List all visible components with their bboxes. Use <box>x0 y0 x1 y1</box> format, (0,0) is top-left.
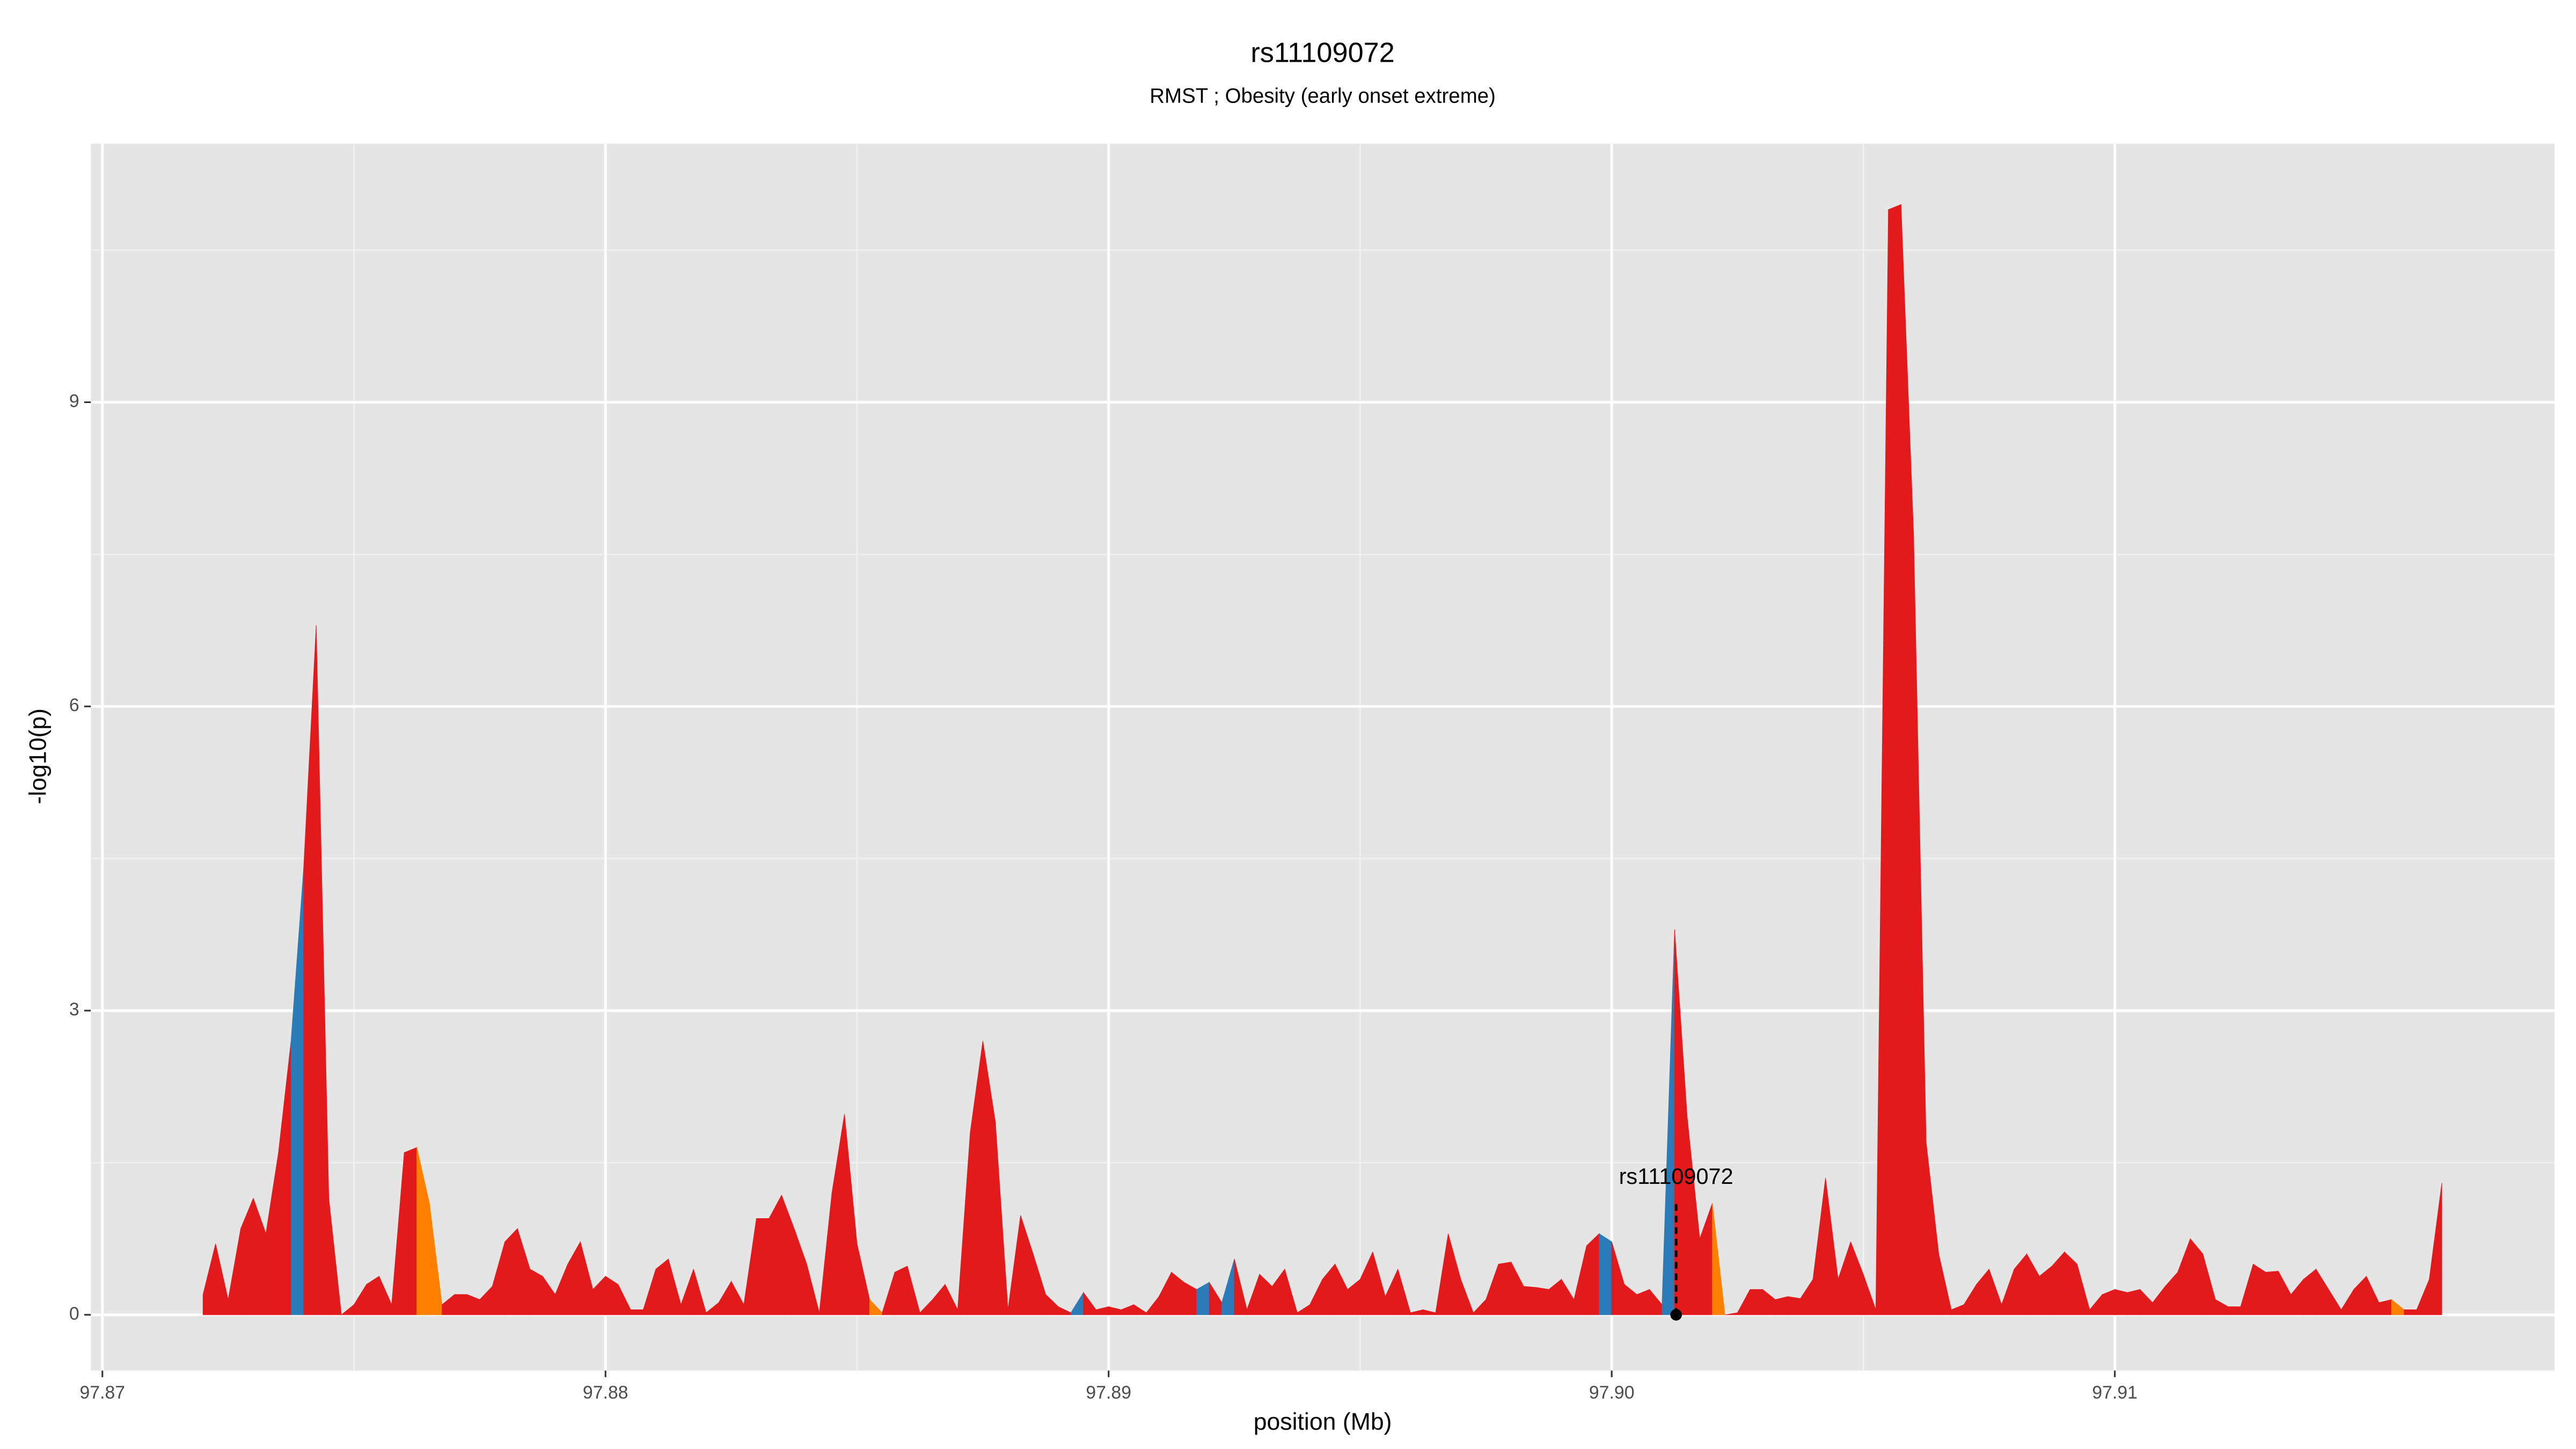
area-segment <box>1888 204 1901 1315</box>
area-segment <box>1599 1233 1612 1315</box>
y-tick-label: 9 <box>69 391 79 411</box>
area-segment <box>1536 1287 1549 1315</box>
area-segment <box>1787 1296 1801 1315</box>
x-tick-label: 97.87 <box>79 1382 125 1403</box>
area-segment <box>1523 1286 1537 1315</box>
area-segment <box>454 1294 467 1315</box>
area-segment <box>630 1309 644 1315</box>
panel <box>91 143 2555 1371</box>
area-segment <box>2114 1289 2128 1315</box>
y-tick-label: 0 <box>69 1304 79 1324</box>
x-axis-label: position (Mb) <box>1254 1409 1392 1435</box>
area-segment <box>404 1147 418 1315</box>
x-tick-label: 97.89 <box>1086 1382 1131 1403</box>
chart-title: rs11109072 <box>1250 37 1394 68</box>
y-tick-label: 3 <box>69 999 79 1020</box>
area-segment <box>894 1265 908 1315</box>
x-tick-label: 97.91 <box>2092 1382 2138 1403</box>
area-segment <box>2252 1263 2266 1315</box>
area-segment <box>655 1258 669 1315</box>
y-axis-label: -log10(p) <box>25 708 52 804</box>
area-segment <box>1712 1203 1725 1315</box>
area-segment <box>328 1198 342 1315</box>
x-tick-label: 97.88 <box>583 1382 628 1403</box>
area-segment <box>1750 1289 1763 1315</box>
area-segment <box>504 1228 518 1315</box>
area-segment <box>2265 1271 2279 1315</box>
annotation-point <box>1670 1309 1682 1321</box>
area-segment <box>2404 1309 2417 1315</box>
area-segment <box>1586 1233 1600 1315</box>
annotation-label: rs11109072 <box>1619 1163 1733 1189</box>
area-segment <box>2228 1306 2241 1315</box>
area-segment <box>756 1218 770 1315</box>
x-tick-label: 97.90 <box>1589 1382 1635 1403</box>
area-segment <box>530 1269 543 1315</box>
area-segment <box>2429 1183 2442 1315</box>
area-segment <box>1775 1296 1788 1315</box>
area-segment <box>2127 1289 2140 1315</box>
area-segment <box>1498 1262 1512 1315</box>
chart-subtitle: RMST ; Obesity (early onset extreme) <box>1150 85 1496 108</box>
y-tick-label: 6 <box>69 695 79 715</box>
